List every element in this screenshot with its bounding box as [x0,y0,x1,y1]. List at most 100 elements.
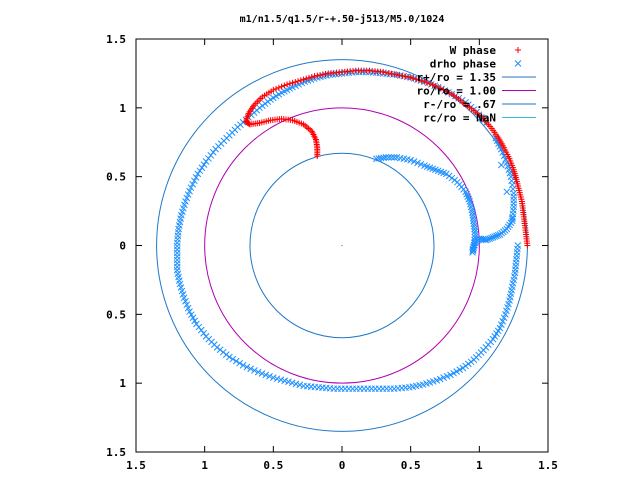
w-point [314,72,321,79]
drho-point [194,170,202,178]
w-point [319,71,326,78]
drho-point [487,234,495,242]
y-tick-label: 0.5 [106,171,126,184]
legend-label: W phase [450,44,497,57]
series-w-phase [242,67,531,249]
drho-point [262,371,270,379]
drho-point [469,209,476,216]
drho-point [459,364,467,372]
drho-point [486,235,493,242]
w-point [424,79,431,86]
drho-point [456,366,464,374]
w-point [306,74,313,81]
w-point [295,78,302,85]
drho-point [503,188,511,196]
x-tick-label: 1.5 [538,459,558,472]
x-tick-label: 1 [201,459,208,472]
y-tick-label: 1 [119,377,126,390]
w-point [443,88,450,95]
drho-point [471,233,479,241]
drho-point [173,263,181,271]
w-point [322,70,329,77]
drho-point [192,174,200,181]
drho-point [382,154,390,161]
drho-point [186,187,193,195]
w-point [289,79,296,86]
w-point [407,74,414,81]
drho-point [407,156,415,164]
drho-point [500,314,508,322]
drho-point [183,301,191,309]
drho-point [491,233,499,240]
drho-point [288,379,296,387]
drho-point [380,154,387,162]
drho-point [510,200,518,207]
drho-point [510,196,518,204]
drho-point [285,378,292,386]
drho-point [173,253,181,260]
w-point [297,77,304,84]
drho-point [453,368,461,375]
drho-point [443,372,451,380]
drho-point [173,249,181,257]
reference-circle [249,152,435,339]
axis-ticks [135,38,549,453]
drho-point [450,369,457,377]
w-point [311,73,318,80]
drho-point [189,180,197,188]
w-point [382,69,389,76]
w-point [418,77,425,84]
drho-point [469,214,477,222]
drho-point [471,225,478,233]
drho-point [269,374,277,382]
legend-label: drho phase [430,58,497,71]
w-point [432,83,439,90]
drho-point [447,371,454,379]
w-point [440,86,447,93]
w-point [404,73,411,80]
w-point [437,85,444,92]
drho-point [493,232,500,240]
x-tick-label: 0.5 [263,459,283,472]
drho-point [182,297,189,305]
w-point [385,70,392,77]
w-point [413,76,420,83]
drho-point [187,184,195,192]
drho-point [385,154,393,161]
drho-point [482,236,490,244]
drho-point [191,317,199,325]
drho-point [184,304,192,312]
chart-title: m1/n1.5/q1.5/r-+.50-j513/M5.0/1024 [240,13,445,25]
w-point [314,153,321,160]
drho-point [388,154,395,161]
drho-point [277,376,285,384]
legend-label: rc/ro = NaN [423,112,496,125]
w-point [303,75,310,82]
drho-point [281,377,289,385]
w-point [426,80,433,87]
w-point [388,70,395,77]
drho-point [300,382,307,390]
w-point [402,73,409,80]
drho-point [251,367,258,374]
drho-point [417,160,425,168]
y-tick-label: 1.5 [106,446,126,459]
drho-point [187,311,195,319]
drho-point [484,235,492,243]
drho-point [470,217,477,225]
drho-point [470,222,478,230]
drho-point [229,355,237,363]
w-point [429,81,436,88]
drho-point [258,370,266,377]
x-tick-label: 1 [476,459,483,472]
drho-point [497,321,505,329]
drho-point [173,260,181,267]
drho-point [173,246,181,253]
drho-point [414,159,421,167]
y-tick-label: 0.5 [106,308,126,321]
y-tick-label: 0 [119,240,126,253]
w-point [300,76,307,83]
reference-circle [204,107,480,384]
legend-marker-cross [514,60,522,67]
drho-point [508,215,516,223]
